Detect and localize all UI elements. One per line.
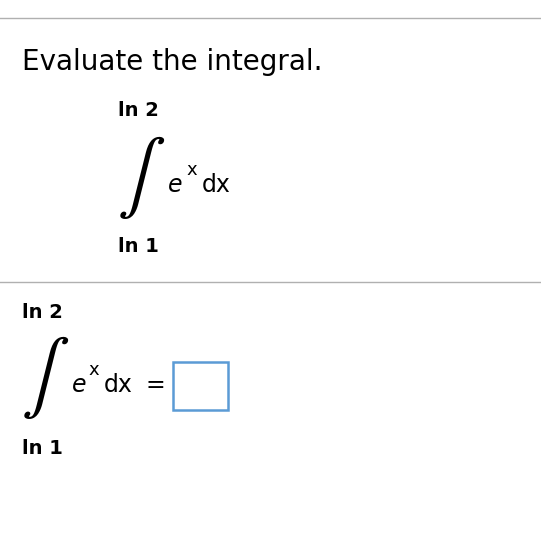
Text: ∫: ∫ (118, 137, 151, 219)
Bar (173, 362, 228, 410)
Text: e: e (72, 373, 87, 397)
Text: Evaluate the integral.: Evaluate the integral. (22, 48, 322, 76)
Text: dx: dx (202, 173, 231, 197)
Text: ln 1: ln 1 (22, 439, 63, 458)
Text: =: = (145, 373, 165, 397)
Text: ∫: ∫ (22, 337, 55, 419)
Text: ln 2: ln 2 (22, 302, 63, 321)
Text: ln 1: ln 1 (118, 238, 159, 257)
Text: ln 2: ln 2 (118, 100, 159, 120)
Text: dx: dx (104, 373, 133, 397)
Text: x: x (186, 161, 196, 179)
Text: x: x (88, 361, 98, 379)
Text: e: e (168, 173, 182, 197)
